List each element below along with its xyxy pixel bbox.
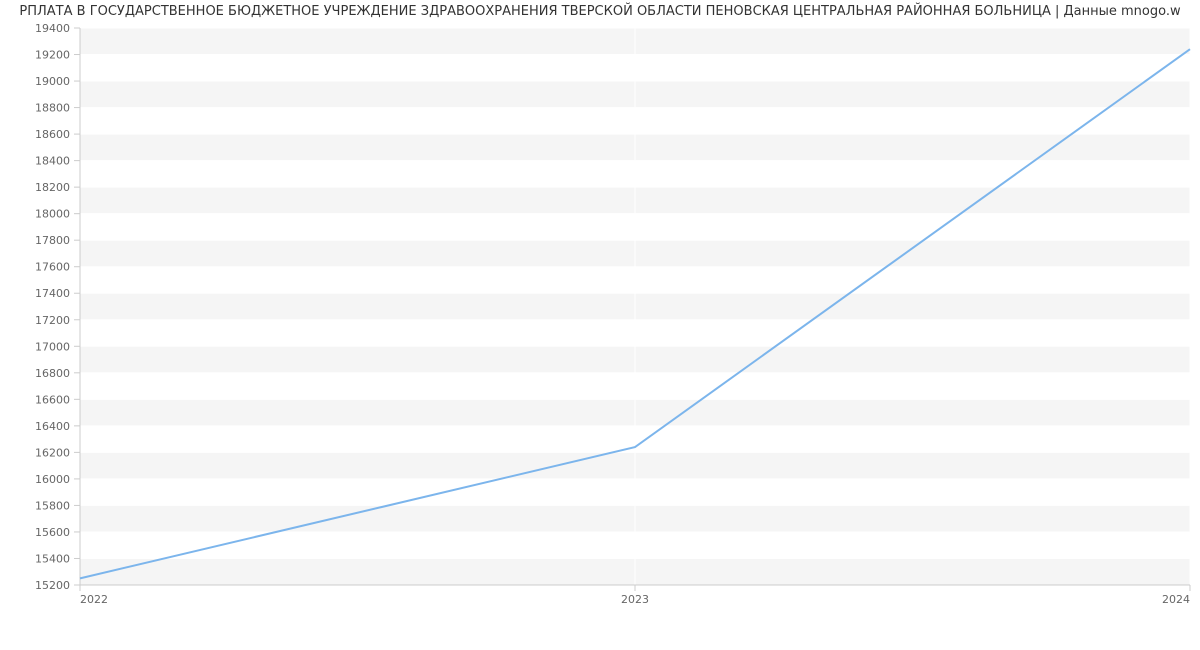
- y-tick-label: 19000: [35, 75, 70, 88]
- y-tick-label: 16000: [35, 473, 70, 486]
- y-tick-label: 16600: [35, 393, 70, 406]
- y-tick-label: 18000: [35, 208, 70, 221]
- chart-svg: 15200 15400 15600 15800 16000 16200 16400 16600…: [0, 0, 1200, 650]
- y-tick-label: 16400: [35, 420, 70, 433]
- y-tick-label: 16800: [35, 367, 70, 380]
- y-tick-label: 17800: [35, 234, 70, 247]
- x-tick-label: 2023: [621, 593, 649, 606]
- y-tick-label: 15200: [35, 579, 70, 592]
- y-tick-label: 19200: [35, 49, 70, 62]
- line-chart: РПЛАТА В ГОСУДАРСТВЕННОЕ БЮДЖЕТНОЕ УЧРЕЖ…: [0, 0, 1200, 650]
- y-tick-label: 18200: [35, 181, 70, 194]
- chart-title: РПЛАТА В ГОСУДАРСТВЕННОЕ БЮДЖЕТНОЕ УЧРЕЖ…: [0, 4, 1200, 19]
- x-tick-label: 2024: [1162, 593, 1190, 606]
- y-tick-label: 18800: [35, 102, 70, 115]
- y-tick-label: 18400: [35, 155, 70, 168]
- y-tick-label: 19400: [35, 22, 70, 35]
- y-tick-label: 15600: [35, 526, 70, 539]
- y-tick-label: 17000: [35, 340, 70, 353]
- y-tick-label: 17400: [35, 287, 70, 300]
- y-tick-label: 16200: [35, 446, 70, 459]
- y-tick-label: 18600: [35, 128, 70, 141]
- y-tick-label: 17200: [35, 314, 70, 327]
- y-tick-label: 15400: [35, 552, 70, 565]
- x-tick-label: 2022: [80, 593, 108, 606]
- y-tick-label: 15800: [35, 499, 70, 512]
- y-tick-label: 17600: [35, 261, 70, 274]
